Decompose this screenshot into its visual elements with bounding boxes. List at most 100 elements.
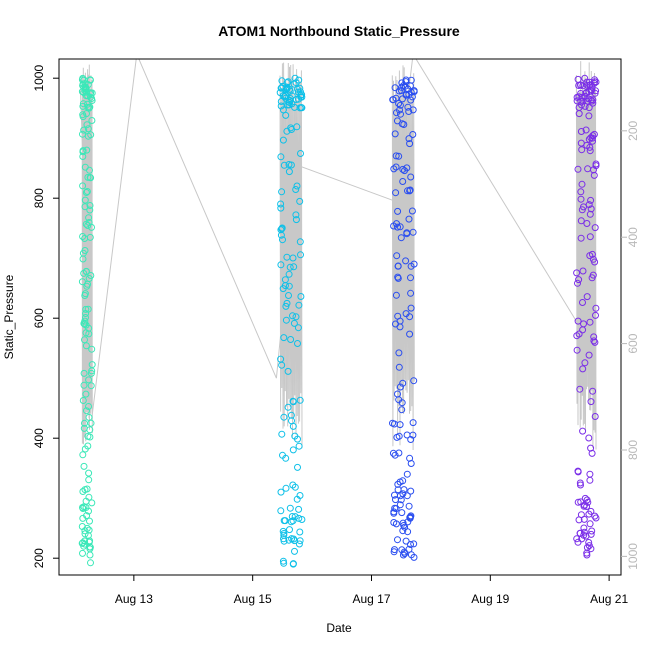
depth-track-sweep bbox=[279, 62, 303, 449]
data-point bbox=[591, 512, 599, 520]
data-point bbox=[585, 542, 593, 550]
data-point bbox=[585, 510, 593, 518]
data-point bbox=[573, 97, 581, 105]
data-point bbox=[592, 311, 599, 319]
data-point bbox=[284, 101, 292, 109]
data-point bbox=[289, 517, 297, 525]
data-point bbox=[578, 93, 586, 101]
data-point bbox=[277, 102, 285, 110]
data-point bbox=[392, 320, 399, 328]
data-point bbox=[399, 551, 407, 559]
data-point bbox=[409, 419, 417, 427]
data-point bbox=[394, 390, 401, 398]
data-point bbox=[79, 233, 87, 240]
right-y-tick-label: 1000 bbox=[626, 543, 640, 570]
data-point bbox=[585, 78, 593, 86]
data-point bbox=[88, 499, 96, 507]
data-point bbox=[394, 480, 402, 488]
data-point bbox=[80, 76, 88, 84]
data-point bbox=[85, 104, 93, 112]
data-point bbox=[281, 93, 289, 101]
data-point bbox=[278, 430, 286, 438]
data-point bbox=[589, 96, 597, 104]
data-point bbox=[287, 518, 295, 526]
data-point bbox=[294, 463, 301, 471]
data-point bbox=[278, 361, 286, 369]
data-point bbox=[573, 332, 581, 340]
data-point bbox=[579, 427, 587, 435]
x-tick-label: Aug 17 bbox=[352, 592, 390, 606]
data-point bbox=[85, 469, 93, 477]
data-point bbox=[88, 345, 96, 353]
data-point bbox=[79, 100, 87, 108]
data-point bbox=[579, 326, 587, 334]
data-point bbox=[78, 539, 86, 547]
data-point bbox=[573, 269, 581, 277]
data-point bbox=[82, 220, 90, 228]
data-point bbox=[586, 520, 594, 528]
data-point bbox=[85, 214, 93, 222]
data-point bbox=[81, 203, 89, 211]
data-point bbox=[277, 98, 285, 105]
data-point bbox=[283, 127, 291, 135]
data-point bbox=[81, 445, 89, 453]
data-point bbox=[289, 560, 297, 568]
data-point bbox=[282, 316, 290, 324]
data-point bbox=[82, 321, 90, 329]
data-point bbox=[293, 123, 301, 131]
data-point bbox=[397, 110, 404, 118]
data-point bbox=[403, 492, 411, 500]
data-point bbox=[85, 476, 93, 484]
data-point bbox=[402, 91, 410, 99]
data-point bbox=[407, 274, 414, 282]
x-tick-label: Aug 21 bbox=[590, 592, 628, 606]
data-point bbox=[290, 263, 298, 271]
data-point bbox=[391, 451, 399, 459]
data-point bbox=[87, 131, 95, 139]
data-point bbox=[282, 302, 290, 310]
data-point bbox=[395, 152, 403, 160]
data-point bbox=[407, 289, 415, 297]
data-point bbox=[81, 320, 89, 328]
data-point bbox=[574, 538, 582, 546]
data-point bbox=[391, 84, 399, 92]
data-point bbox=[285, 282, 293, 290]
data-point bbox=[86, 426, 94, 434]
data-point bbox=[279, 236, 286, 244]
data-point bbox=[86, 551, 94, 559]
data-point bbox=[398, 406, 406, 414]
data-point bbox=[402, 537, 410, 545]
data-point bbox=[402, 257, 410, 265]
data-point bbox=[590, 333, 598, 341]
data-point bbox=[394, 486, 402, 494]
data-point bbox=[289, 446, 297, 454]
data-point bbox=[410, 377, 418, 385]
data-point bbox=[406, 140, 414, 148]
data-point bbox=[86, 174, 94, 181]
data-point bbox=[578, 535, 586, 543]
data-point bbox=[405, 502, 413, 510]
data-point bbox=[406, 187, 414, 195]
data-point bbox=[82, 342, 90, 350]
data-point bbox=[287, 411, 295, 419]
data-point bbox=[84, 532, 92, 539]
data-point bbox=[79, 102, 87, 110]
data-point bbox=[391, 504, 399, 512]
data-point bbox=[86, 93, 94, 101]
data-point bbox=[289, 312, 296, 320]
y-tick-label: 800 bbox=[32, 188, 46, 208]
data-point bbox=[82, 329, 90, 337]
data-point bbox=[294, 340, 301, 347]
data-point bbox=[585, 434, 593, 442]
data-point bbox=[81, 336, 88, 344]
data-point bbox=[394, 223, 401, 231]
data-point bbox=[583, 503, 591, 510]
data-point bbox=[589, 132, 597, 140]
data-point bbox=[80, 462, 88, 470]
data-point bbox=[574, 498, 582, 506]
data-point bbox=[296, 197, 304, 205]
data-point bbox=[88, 367, 96, 375]
data-point bbox=[392, 189, 400, 197]
data-point bbox=[574, 467, 582, 475]
data-point bbox=[579, 82, 587, 90]
